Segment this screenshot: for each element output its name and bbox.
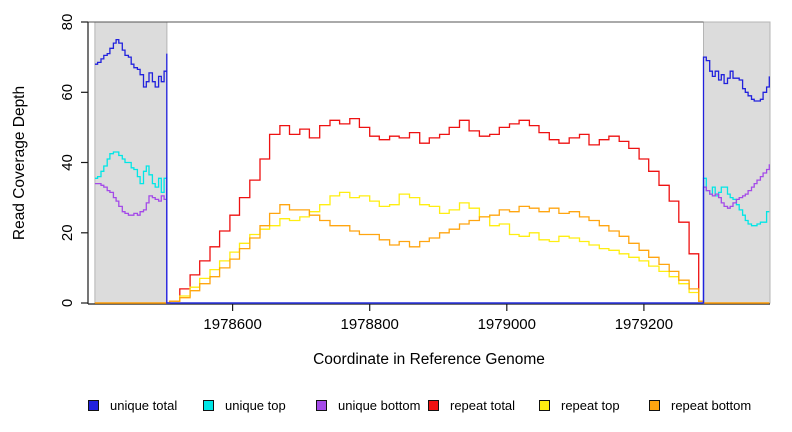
x-tick-label: 1979000 <box>478 316 536 333</box>
legend-label: repeat bottom <box>671 397 752 413</box>
legend: unique total unique top unique bottom repea… <box>0 396 792 416</box>
series-lines <box>94 38 770 304</box>
x-tick-label: 1979200 <box>615 316 673 333</box>
y-tick-label: 40 <box>59 154 76 171</box>
legend-item-unique-total: unique total <box>88 396 177 414</box>
shaded-regions <box>88 21 771 304</box>
axes: 0 20 40 60 80 1978600 1978800 1979000 1979200 <box>59 14 770 333</box>
legend-item-repeat-bottom: repeat bottom <box>649 396 751 414</box>
legend-swatch-icon <box>539 399 550 411</box>
legend-label: unique total <box>110 397 178 413</box>
legend-item-unique-bottom: unique bottom <box>316 396 420 414</box>
legend-item-repeat-top: repeat top <box>539 396 620 414</box>
series-line-repeat-total <box>94 117 770 304</box>
legend-label: unique top <box>225 397 286 413</box>
legend-label: repeat total <box>450 397 516 413</box>
legend-item-repeat-total: repeat total <box>428 396 515 414</box>
x-axis-title: Coordinate in Reference Genome <box>313 351 545 368</box>
legend-item-unique-top: unique top <box>203 396 286 414</box>
x-tick-label: 1978800 <box>340 316 398 333</box>
legend-label: repeat top <box>561 397 620 413</box>
y-tick-label: 0 <box>59 299 76 307</box>
series-line-repeat-top <box>94 191 770 304</box>
y-axis-title: Read Coverage Depth <box>11 86 28 240</box>
series-line-unique-top <box>94 151 770 304</box>
legend-swatch-icon <box>316 399 327 411</box>
series-line-repeat-bottom <box>94 204 770 304</box>
legend-swatch-icon <box>428 399 439 411</box>
y-tick-label: 60 <box>59 84 76 101</box>
legend-swatch-icon <box>649 399 660 411</box>
y-tick-label: 80 <box>59 14 76 31</box>
legend-swatch-icon <box>203 399 214 411</box>
legend-label: unique bottom <box>338 397 421 413</box>
right-unique-flank-shading <box>703 21 771 304</box>
legend-swatch-icon <box>88 399 99 411</box>
series-line-unique-total <box>94 38 770 304</box>
x-tick-label: 1978600 <box>203 316 261 333</box>
y-tick-label: 20 <box>59 224 76 241</box>
